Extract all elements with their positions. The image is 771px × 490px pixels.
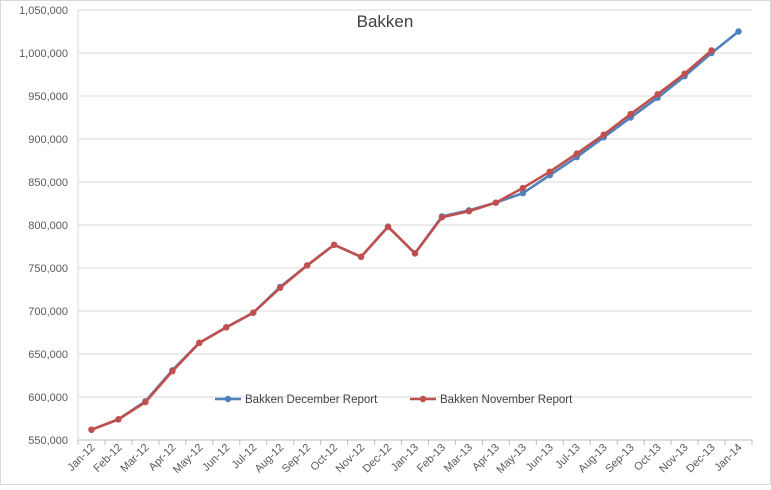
x-tick-label: Feb-13 xyxy=(415,442,448,475)
x-axis: Jan-12Feb-12Mar-12Apr-12May-12Jun-12Jul-… xyxy=(65,439,753,476)
data-point xyxy=(735,28,742,35)
x-tick-label: Sep-12 xyxy=(280,442,314,476)
y-tick-label: 900,000 xyxy=(28,134,68,146)
x-tick-label: Aug-12 xyxy=(253,442,287,476)
y-tick-label: 750,000 xyxy=(28,263,68,275)
data-point xyxy=(600,131,607,138)
y-tick-label: 550,000 xyxy=(28,435,68,447)
data-point xyxy=(627,110,634,118)
x-tick-label: Feb-12 xyxy=(91,442,124,475)
legend-label: Bakken November Report xyxy=(440,394,573,406)
x-tick-label: Jan-12 xyxy=(65,442,97,474)
data-point xyxy=(277,284,284,291)
y-tick-label: 1,050,000 xyxy=(19,5,68,17)
x-tick-label: Aug-13 xyxy=(576,442,610,476)
data-point xyxy=(384,223,392,230)
data-point xyxy=(654,91,661,98)
y-tick-label: 600,000 xyxy=(28,392,68,404)
legend-swatch-marker xyxy=(224,395,232,403)
x-tick-label: Dec-13 xyxy=(684,442,718,476)
legend-swatch-marker xyxy=(419,395,427,403)
data-point xyxy=(303,262,311,269)
series-line xyxy=(90,30,740,431)
y-tick-label: 1,000,000 xyxy=(19,48,68,60)
chart-title: Bakken xyxy=(357,12,414,31)
data-point xyxy=(492,199,500,206)
y-tick-label: 800,000 xyxy=(28,220,68,232)
series-lines xyxy=(88,28,742,433)
data-point xyxy=(438,214,446,221)
x-tick-label: Jun-13 xyxy=(524,442,556,474)
gridlines xyxy=(78,9,752,441)
data-point xyxy=(465,208,473,215)
x-tick-label: May-13 xyxy=(495,442,529,476)
legend-item: Bakken December Report xyxy=(215,394,378,406)
y-axis: 550,000 600,000 650,000 700,000 750,000 800,0… xyxy=(19,5,79,447)
legend-item: Bakken November Report xyxy=(410,394,573,406)
data-point xyxy=(411,250,419,257)
x-tick-label: Nov-13 xyxy=(657,442,691,476)
data-point xyxy=(357,253,365,261)
data-point xyxy=(546,168,553,175)
data-point xyxy=(573,150,580,157)
legend-label: Bakken December Report xyxy=(245,394,378,406)
x-tick-label: Jan-13 xyxy=(389,442,421,474)
x-tick-label: Sep-13 xyxy=(603,442,637,476)
x-tick-label: Mar-12 xyxy=(118,442,151,475)
data-point xyxy=(169,368,176,375)
data-point xyxy=(330,241,338,248)
x-tick-label: Nov-12 xyxy=(334,442,368,476)
x-tick-label: Mar-13 xyxy=(442,442,475,475)
data-point xyxy=(115,416,122,423)
data-point xyxy=(519,184,527,192)
data-point xyxy=(519,189,527,197)
y-tick-label: 850,000 xyxy=(28,177,68,189)
y-tick-label: 700,000 xyxy=(28,306,68,318)
data-point xyxy=(88,426,95,433)
data-point xyxy=(196,339,203,347)
data-point xyxy=(223,324,230,331)
data-point xyxy=(142,398,149,406)
data-point xyxy=(250,309,257,316)
data-point xyxy=(708,47,715,54)
series-december-report xyxy=(88,28,742,433)
x-tick-label: Jun-12 xyxy=(200,442,232,474)
series-november-report xyxy=(88,47,715,433)
legend: Bakken December Report Bakken November Re… xyxy=(215,394,573,406)
series-line xyxy=(90,49,713,431)
x-tick-label: May-12 xyxy=(171,442,205,476)
x-tick-label: Dec-12 xyxy=(361,442,395,476)
y-tick-label: 650,000 xyxy=(28,349,68,361)
x-tick-label: Jan-14 xyxy=(712,442,744,474)
y-tick-label: 950,000 xyxy=(28,91,68,103)
data-point xyxy=(681,70,688,77)
